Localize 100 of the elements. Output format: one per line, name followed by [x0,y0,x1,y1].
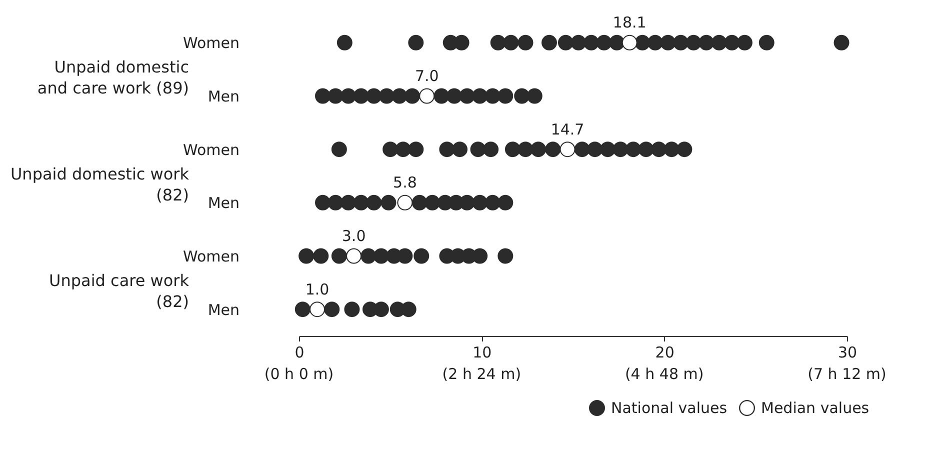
point [344,302,360,318]
x-tick-label: 0 [294,344,304,362]
point [353,88,369,104]
point [558,34,574,50]
legend-label: Median values [761,399,870,417]
point [596,34,612,50]
y-tick-label: Women [183,140,240,159]
point [331,248,347,264]
point [366,194,382,210]
point [472,248,488,264]
point [484,194,500,210]
point [472,194,488,210]
point [570,34,586,50]
point [397,194,413,210]
point [574,142,590,158]
point [324,302,340,318]
point [408,142,424,158]
point [545,142,561,158]
text: (0 h 0 m) [264,365,334,383]
x-tick-label: 20 [655,344,674,362]
point [459,88,475,104]
point [664,142,680,158]
point [530,142,546,158]
point [736,34,752,50]
text: (2 h 24 m) [442,365,522,383]
legend-label: National values [611,399,728,417]
point [412,194,428,210]
point [834,34,850,50]
point [587,142,603,158]
data-label: 3.0 [342,227,366,245]
point [584,34,600,50]
point [340,194,356,210]
data-label: 18.1 [612,14,646,32]
text: Unpaid care work (82) [49,271,190,311]
point [514,88,530,104]
point [404,88,420,104]
point [382,142,398,158]
point [560,142,576,158]
point [446,88,462,104]
point [504,142,520,158]
data-label: 1.0 [305,280,330,298]
x-tick-label: 30 [838,344,858,362]
point [498,194,514,210]
point [313,248,329,264]
point [373,248,389,264]
point [408,34,424,50]
point [315,88,330,104]
point [626,142,642,158]
point [328,194,344,210]
point [647,34,663,50]
x-tick-label: 10 [472,344,492,362]
point [360,248,376,264]
point [483,142,499,158]
y-tick-label: Women [183,248,240,266]
point [503,34,519,50]
text: Unpaid domestic and care work (89) [37,58,189,98]
point [758,34,774,50]
point [638,142,654,158]
point [698,34,714,50]
text: (7 h 12 m) [808,365,886,383]
y-tick-label: Women [183,34,240,52]
point [336,34,352,50]
point [673,34,689,50]
point [414,248,430,264]
point [452,142,468,158]
point [686,34,702,50]
point [328,88,344,104]
point [526,88,542,104]
point [609,34,625,50]
point [315,194,330,210]
point [676,142,692,158]
point [600,142,616,158]
y-tick-label: Men [208,194,240,212]
point [353,194,369,210]
data-label: 7.0 [414,67,439,85]
point [484,88,500,104]
point [419,88,435,104]
point [542,34,557,50]
point [366,88,382,104]
y-tick-label: Men [208,88,240,106]
point [340,88,356,104]
point [651,142,667,158]
data-label: 5.8 [393,174,417,192]
point [490,34,506,50]
point [498,88,514,104]
point [470,142,486,158]
point [378,88,394,104]
point [612,142,628,158]
y-tick-label: Men [208,300,240,319]
point [331,142,347,158]
point [310,302,326,318]
point [472,88,488,104]
point [346,248,362,264]
point [724,34,740,50]
data-label: 14.7 [550,120,584,138]
point [660,34,676,50]
point [395,142,411,158]
point [294,302,310,318]
text: (4 h 48 m) [624,365,704,383]
point [380,194,396,210]
